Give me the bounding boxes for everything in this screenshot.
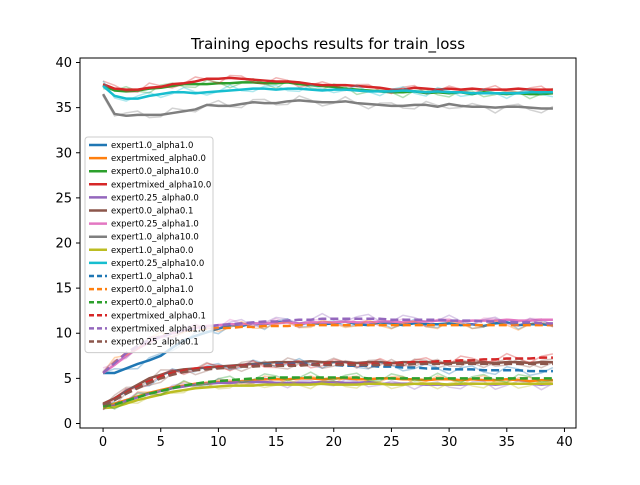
series-line [102,76,553,91]
series-line [102,382,553,410]
y-tick-label: 40 [55,56,72,71]
series-expertmixed-alpha10-0 [102,74,554,95]
legend-item: expert0.25_alpha1.0 [89,220,199,230]
x-tick-label: 10 [210,435,227,450]
series-expert0-0-alpha0-0 [102,371,554,410]
legend-label: expert0.25_alpha0.1 [111,338,199,348]
legend-item: expertmixed_alpha10.0 [89,180,211,190]
legend-label: expert0.0_alpha1.0 [111,285,193,295]
legend-label: expertmixed_alpha0.1 [111,311,206,321]
series-expert0-25-alpha0-1 [102,357,554,407]
legend-item: expert1.0_alpha1.0 [89,141,193,151]
legend-label: expert1.0_alpha0.0 [111,246,193,256]
series-line [101,93,553,118]
series-expert1-0-alpha10-0 [101,93,554,119]
x-tick-label: 0 [99,435,107,450]
legend-label: expert1.0_alpha10.0 [111,233,199,243]
series-line [102,85,553,100]
legend-box [84,136,214,354]
legend-label: expertmixed_alpha0.0 [111,154,206,164]
legend-item: expert0.25_alpha0.1 [89,338,199,348]
series-raw-line [102,357,554,407]
chart-title: Training epochs results for train_loss [190,35,465,54]
series-expert0-25-alpha10-0 [102,80,554,102]
legend-item: expert0.0_alpha0.0 [89,298,193,308]
y-tick-label: 25 [55,191,72,206]
x-tick-label: 5 [157,435,165,450]
legend-item: expertmixed_alpha0.0 [89,154,206,164]
legend-item: expertmixed_alpha1.0 [89,324,206,334]
y-tick-label: 20 [55,237,72,252]
series-raw-line [102,74,554,95]
x-tick-label: 25 [383,435,400,450]
legend-item: expert0.25_alpha10.0 [89,259,204,269]
legend-item: expert0.0_alpha1.0 [89,285,193,295]
legend: expert1.0_alpha1.0 expertmixed_alpha0.0ex… [84,136,214,354]
series-line [102,376,553,408]
legend-label: expert0.0_alpha10.0 [111,167,199,177]
series-expert0-0-alpha0-1 [102,357,554,407]
legend-item: expert0.25_alpha0.0 [89,193,199,203]
legend-item: expert1.0_alpha0.0 [89,246,193,256]
x-axis: 0 5 10 15 20 25 30 35 40 [99,428,573,450]
series-raw-line [102,352,554,411]
legend-item: expertmixed_alpha0.1 [89,311,206,321]
legend-label: expert0.25_alpha1.0 [111,220,199,230]
x-tick-label: 15 [268,435,285,450]
y-tick-label: 0 [64,417,72,432]
y-tick-label: 15 [55,282,72,297]
series-raw-line [102,371,554,410]
legend-item: expert1.0_alpha0.1 [89,272,193,282]
legend-label: expert0.25_alpha0.0 [111,193,199,203]
series-line [102,359,553,405]
y-tick-label: 35 [55,101,72,116]
series-expert1-0-alpha0-0 [102,378,554,410]
legend-label: expert0.25_alpha10.0 [111,259,204,269]
legend-label: expertmixed_alpha1.0 [111,324,206,334]
series-raw-line [102,95,554,119]
legend-label: expert0.0_alpha0.1 [111,207,193,217]
x-tick-label: 20 [325,435,342,450]
legend-item: expert0.0_alpha10.0 [89,167,199,177]
legend-label: expert0.0_alpha0.0 [111,298,193,308]
y-axis: 0 5 10 15 20 25 30 35 40 [55,56,80,432]
y-tick-label: 5 [64,372,72,387]
legend-item: expert0.0_alpha0.1 [89,207,193,217]
x-tick-label: 40 [556,435,573,450]
y-tick-label: 30 [55,146,72,161]
legend-label: expertmixed_alpha10.0 [111,180,211,190]
x-tick-label: 30 [441,435,458,450]
legend-label: expert1.0_alpha1.0 [111,141,193,151]
legend-label: expert1.0_alpha0.1 [111,272,193,282]
series-line [102,362,553,406]
legend-item: expert1.0_alpha10.0 [89,233,199,243]
x-tick-label: 35 [499,435,516,450]
y-tick-label: 10 [55,327,72,342]
series-raw-line [102,378,554,410]
